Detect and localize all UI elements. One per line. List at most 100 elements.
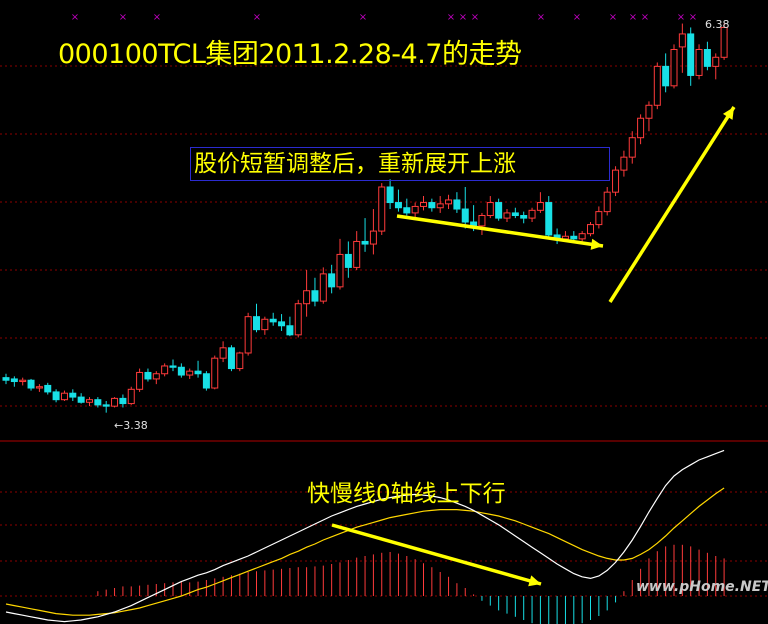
candle-body-0 bbox=[2, 377, 10, 381]
macd-grid bbox=[0, 491, 768, 597]
candle-body-86 bbox=[720, 26, 728, 58]
candle-body-2 bbox=[19, 379, 27, 383]
candle-body-31 bbox=[261, 318, 269, 331]
top-marker-9: × bbox=[573, 12, 581, 23]
candle-body-72 bbox=[603, 191, 611, 213]
dif-line bbox=[5, 449, 725, 623]
candle-body-42 bbox=[353, 240, 361, 268]
candle-body-70 bbox=[587, 224, 594, 235]
candle-body-9 bbox=[77, 396, 85, 403]
candle-body-25 bbox=[211, 357, 219, 389]
candle-body-19 bbox=[161, 365, 169, 375]
candle-body-74 bbox=[620, 156, 628, 171]
candle-body-59 bbox=[495, 202, 503, 219]
candle-body-30 bbox=[253, 316, 260, 331]
candle-body-36 bbox=[303, 290, 311, 305]
candle-body-16 bbox=[136, 371, 144, 390]
top-marker-1: × bbox=[119, 12, 127, 23]
rally-arrow-head bbox=[722, 107, 734, 120]
candle-body-85 bbox=[712, 56, 720, 67]
candle-body-62 bbox=[520, 215, 528, 219]
candle-body-33 bbox=[278, 321, 286, 327]
candle-body-28 bbox=[236, 352, 244, 370]
candle-body-51 bbox=[428, 202, 436, 209]
candle-body-83 bbox=[695, 49, 703, 76]
low-price-label: ←3.38 bbox=[114, 419, 148, 432]
top-marker-5: × bbox=[447, 12, 455, 23]
candle-body-26 bbox=[219, 347, 227, 359]
macd-annotation: 快慢线0轴线上下行 bbox=[307, 481, 506, 507]
candle-body-48 bbox=[403, 207, 411, 214]
candle-body-77 bbox=[645, 104, 653, 119]
candle-body-63 bbox=[528, 209, 536, 219]
top-marker-6: × bbox=[459, 12, 467, 23]
candle-body-69 bbox=[578, 233, 586, 240]
candle-body-55 bbox=[461, 208, 469, 223]
candlesticks bbox=[2, 23, 728, 413]
candle-body-46 bbox=[386, 186, 394, 204]
candle-body-41 bbox=[344, 253, 352, 268]
candle-body-8 bbox=[69, 392, 77, 398]
candle-body-1 bbox=[10, 378, 18, 383]
candle-body-15 bbox=[127, 388, 135, 405]
trend-arrows bbox=[331, 106, 736, 587]
top-marker-10: × bbox=[609, 12, 617, 23]
candle-body-39 bbox=[328, 273, 336, 288]
top-markers: × × × × × × × × × × × × × × × bbox=[71, 12, 697, 23]
top-marker-4: × bbox=[359, 12, 367, 23]
candle-body-32 bbox=[269, 318, 277, 323]
candle-body-50 bbox=[420, 202, 427, 207]
candle-body-53 bbox=[445, 199, 453, 205]
dea-line bbox=[5, 487, 725, 616]
candle-body-54 bbox=[453, 199, 461, 210]
candle-body-4 bbox=[35, 386, 43, 389]
candle-body-47 bbox=[394, 202, 402, 209]
top-marker-11: × bbox=[629, 12, 637, 23]
candle-body-17 bbox=[144, 371, 152, 380]
macd-lines bbox=[5, 449, 725, 623]
candle-body-20 bbox=[169, 365, 177, 368]
candle-body-22 bbox=[186, 370, 194, 376]
candle-body-84 bbox=[703, 49, 711, 67]
candle-body-79 bbox=[662, 65, 670, 87]
candle-body-6 bbox=[52, 391, 60, 401]
candle-body-7 bbox=[60, 392, 68, 401]
candle-body-75 bbox=[628, 137, 636, 158]
top-marker-7: × bbox=[471, 12, 479, 23]
candle-body-38 bbox=[319, 273, 327, 302]
candle-body-37 bbox=[311, 290, 319, 302]
candle-body-45 bbox=[378, 186, 386, 232]
candle-body-64 bbox=[536, 202, 544, 211]
candle-body-65 bbox=[545, 202, 553, 236]
candle-body-10 bbox=[86, 399, 93, 403]
candle-body-60 bbox=[503, 212, 511, 219]
candle-body-61 bbox=[511, 212, 519, 217]
candle-body-23 bbox=[194, 370, 202, 375]
candle-body-52 bbox=[436, 203, 444, 209]
candle-body-24 bbox=[202, 373, 210, 389]
top-marker-8: × bbox=[537, 12, 545, 23]
candle-body-57 bbox=[478, 215, 486, 227]
candle-body-40 bbox=[336, 253, 344, 288]
top-marker-13: × bbox=[677, 12, 685, 23]
candle-body-18 bbox=[152, 373, 160, 380]
candle-body-78 bbox=[653, 65, 661, 106]
candle-body-34 bbox=[286, 325, 294, 336]
price-grid bbox=[0, 65, 768, 442]
candle-body-35 bbox=[294, 303, 302, 336]
candle-body-3 bbox=[27, 379, 35, 389]
rally-arrow-shaft bbox=[608, 106, 736, 303]
candle-body-73 bbox=[612, 169, 620, 193]
candle-body-21 bbox=[177, 366, 185, 376]
candle-body-68 bbox=[570, 235, 578, 240]
candle-body-11 bbox=[94, 399, 102, 406]
candle-body-13 bbox=[111, 397, 119, 407]
annotation-box: 股价短暂调整后，重新展开上涨 bbox=[190, 147, 610, 181]
top-marker-14: × bbox=[689, 12, 697, 23]
top-marker-3: × bbox=[253, 12, 261, 23]
candle-body-44 bbox=[369, 230, 377, 245]
consolidation-arrow-head bbox=[590, 238, 603, 250]
candle-body-80 bbox=[670, 49, 678, 87]
consolidation-arrow-shaft bbox=[396, 214, 604, 248]
